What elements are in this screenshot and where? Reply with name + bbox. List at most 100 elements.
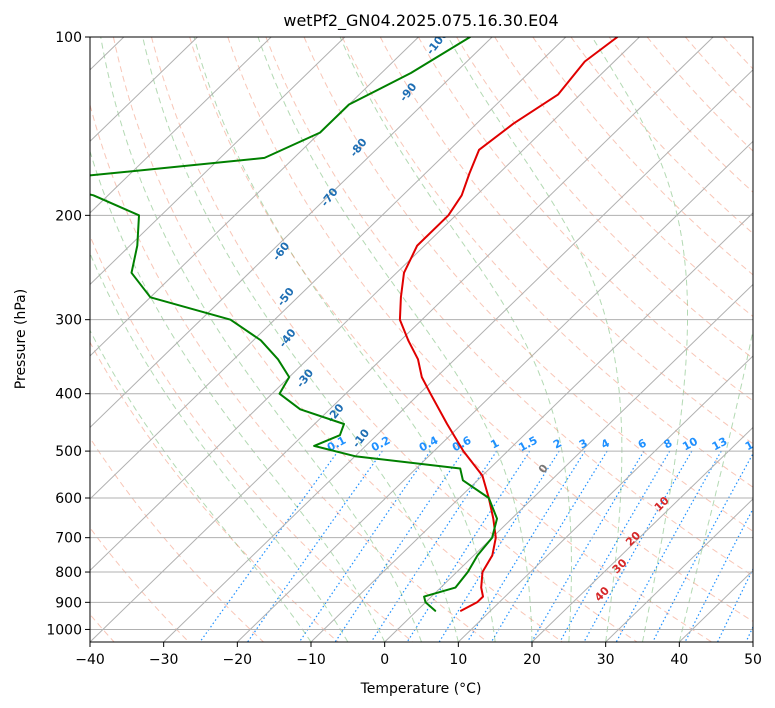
x-tick-label: 50 bbox=[744, 652, 762, 668]
mixing-ratio-line bbox=[199, 450, 339, 642]
mixing-ratio-line bbox=[466, 450, 586, 642]
dry-adiabat bbox=[303, 37, 753, 532]
mixing-ratio-line bbox=[438, 450, 560, 642]
moist-adiabat bbox=[90, 252, 349, 642]
dry-adiabat bbox=[570, 37, 753, 235]
x-tick-label: 10 bbox=[449, 652, 467, 668]
dry-adiabat bbox=[341, 37, 753, 488]
y-tick-label: 500 bbox=[55, 444, 82, 460]
dry-adiabat-label: -70 bbox=[318, 185, 341, 209]
dry-adiabat bbox=[90, 102, 488, 642]
isotherm-gridline bbox=[531, 426, 753, 642]
mixing-ratio-label: 1 bbox=[489, 436, 502, 451]
moist-adiabat bbox=[90, 149, 386, 642]
dry-adiabat-label: -10 bbox=[350, 426, 373, 450]
y-tick-label: 800 bbox=[55, 565, 82, 581]
mixing-ratio-line bbox=[717, 567, 753, 642]
mixing-ratio-line bbox=[247, 450, 383, 642]
isotherm-gridline bbox=[605, 498, 753, 642]
moist-adiabats bbox=[90, 37, 753, 642]
dry-adiabat-label: -40 bbox=[276, 326, 299, 350]
mixing-ratio-line bbox=[652, 452, 753, 642]
mixing-ratio-line bbox=[615, 450, 722, 642]
isotherm-gridline bbox=[90, 37, 419, 357]
moist-adiabat bbox=[591, 37, 688, 642]
dry-adiabat bbox=[494, 37, 753, 318]
mixing-ratio-line bbox=[298, 450, 431, 642]
x-tick-label: 0 bbox=[380, 652, 389, 668]
mixing-ratio-line bbox=[370, 450, 498, 642]
dry-adiabat-label: 0 bbox=[536, 461, 551, 475]
mixing-ratio-label: 16 bbox=[743, 435, 763, 454]
y-tick-label: 400 bbox=[55, 387, 82, 403]
moist-adiabat bbox=[339, 37, 572, 642]
dry-adiabat bbox=[151, 37, 638, 642]
mixing-ratio-label: 10 bbox=[680, 435, 700, 454]
x-tick-label: −40 bbox=[75, 652, 105, 668]
mixing-ratio-line bbox=[406, 450, 531, 642]
dry-adiabat bbox=[90, 527, 190, 642]
y-tick-label: 600 bbox=[55, 491, 82, 507]
mixing-ratio-line bbox=[583, 450, 693, 642]
dry-adiabat bbox=[762, 37, 775, 642]
isotherm-gridline bbox=[90, 37, 272, 214]
temperature-profile-line bbox=[398, 37, 619, 612]
x-tick-label: −20 bbox=[223, 652, 253, 668]
y-tick-label: 1000 bbox=[46, 622, 82, 638]
isotherm-gridline bbox=[236, 140, 753, 642]
isotherm-gridline bbox=[90, 37, 198, 143]
mixing-ratio-line bbox=[684, 507, 753, 642]
moist-adiabat bbox=[90, 329, 312, 642]
mixing-ratio-label: 8 bbox=[662, 436, 675, 451]
dewpoint-profile-line bbox=[90, 37, 498, 612]
y-tick-label: 900 bbox=[55, 595, 82, 611]
x-axis: −40 −30 −20 −10 0 10 20 30 40 50 bbox=[75, 642, 762, 668]
isotherm-gridline bbox=[90, 37, 640, 572]
isotherm-gridline bbox=[457, 355, 753, 642]
y-tick-label: 200 bbox=[55, 208, 82, 224]
moist-adiabat bbox=[678, 328, 753, 642]
x-tick-label: 40 bbox=[670, 652, 688, 668]
moist-adiabat-label: 30 bbox=[610, 556, 630, 576]
dry-adiabat bbox=[265, 37, 753, 577]
chart-title: wetPf2_GN04.2025.075.16.30.E04 bbox=[283, 11, 558, 31]
dry-adiabat bbox=[112, 37, 563, 642]
mixing-ratio-label: 13 bbox=[710, 435, 730, 454]
x-axis-title: Temperature (°C) bbox=[360, 681, 482, 697]
moist-adiabat bbox=[257, 37, 533, 642]
dry-adiabat bbox=[189, 37, 712, 642]
isotherm-gridline bbox=[90, 37, 346, 286]
mixing-ratio-lines bbox=[199, 450, 753, 642]
dry-adiabat bbox=[90, 437, 264, 642]
isotherm-gridline bbox=[310, 212, 753, 642]
mixing-ratio-label: 3 bbox=[577, 436, 590, 451]
dry-adiabats bbox=[90, 37, 775, 642]
moist-adiabat-label: 40 bbox=[592, 584, 612, 604]
dry-adiabat bbox=[456, 37, 753, 360]
sounding-series bbox=[90, 37, 619, 612]
dry-adiabat bbox=[646, 37, 753, 152]
mixing-ratio-line bbox=[745, 625, 753, 642]
moist-adiabat bbox=[193, 37, 496, 642]
moist-adiabat bbox=[447, 37, 623, 642]
moist-adiabat bbox=[100, 37, 422, 642]
dry-adiabat bbox=[608, 37, 753, 193]
y-tick-label: 700 bbox=[55, 531, 82, 547]
mixing-ratio-label: 4 bbox=[599, 436, 612, 451]
dry-adiabat-label: -60 bbox=[270, 239, 293, 263]
isotherm-gridline bbox=[163, 69, 753, 642]
skewed-isotherms bbox=[90, 37, 753, 642]
reference-line-labels: 0.10.20.40.611.52346810131620253036-100-… bbox=[270, 27, 763, 604]
mixing-ratio-line bbox=[334, 450, 464, 642]
y-axis: 100 200 300 400 500 600 700 800 900 1000 bbox=[46, 30, 90, 638]
isotherm-gridline bbox=[752, 641, 753, 642]
isotherm-gridline bbox=[90, 37, 567, 500]
y-tick-label: 300 bbox=[55, 313, 82, 329]
x-tick-label: 20 bbox=[523, 652, 541, 668]
x-tick-label: −10 bbox=[296, 652, 326, 668]
moist-adiabat-label: 10 bbox=[652, 494, 672, 514]
x-tick-label: −30 bbox=[149, 652, 179, 668]
mixing-ratio-line bbox=[559, 450, 671, 642]
dry-adiabat-label: -100 bbox=[424, 27, 451, 57]
